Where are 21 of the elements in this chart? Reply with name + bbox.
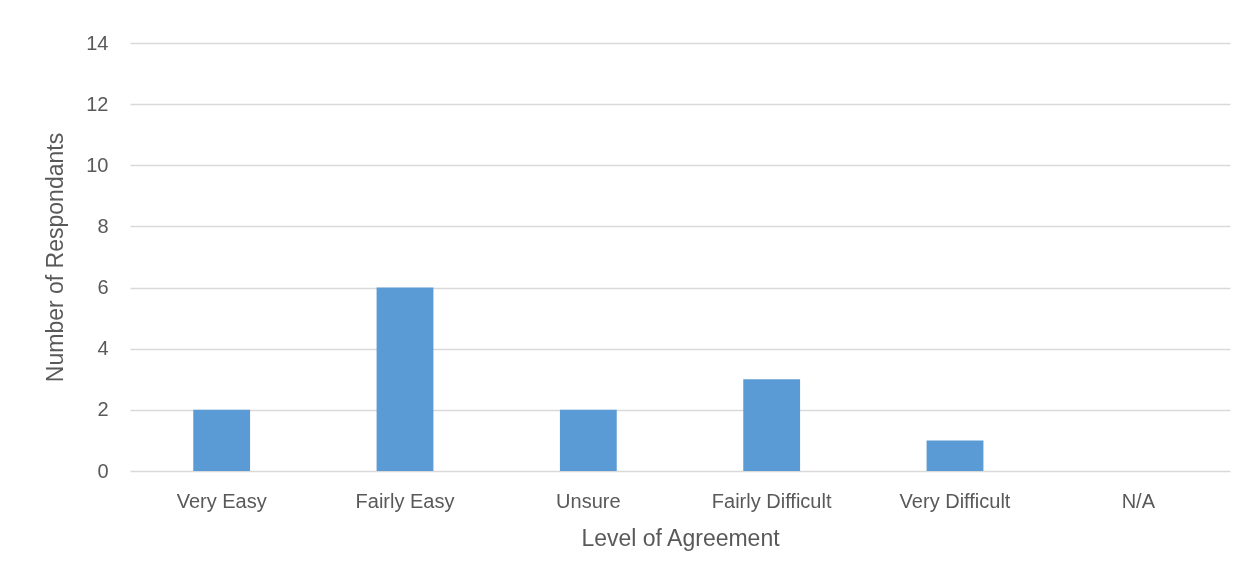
x-tick-label: N/A — [1121, 489, 1156, 512]
bar — [926, 440, 984, 471]
x-tick-label: Fairly Easy — [355, 489, 455, 512]
x-axis-title: Level of Agreement — [581, 524, 781, 551]
bar — [376, 287, 434, 471]
bar — [743, 379, 801, 471]
y-tick-label: 2 — [97, 398, 109, 421]
bar — [193, 409, 251, 471]
y-tick-label: 8 — [97, 214, 109, 237]
y-tick-label: 0 — [97, 459, 109, 482]
y-axis-title: Number of Respondants — [42, 132, 69, 383]
x-tick-label: Very Difficult — [899, 489, 1011, 512]
x-tick-label: Unsure — [556, 489, 621, 512]
y-tick-label: 12 — [86, 92, 109, 115]
y-tick-label: 10 — [86, 153, 109, 176]
x-tick-label: Fairly Difficult — [711, 489, 832, 512]
y-tick-label: 6 — [97, 276, 109, 299]
bar — [559, 409, 617, 471]
x-tick-label: Very Easy — [176, 489, 267, 512]
y-tick-label: 4 — [97, 337, 109, 360]
y-tick-label: 14 — [86, 31, 109, 54]
